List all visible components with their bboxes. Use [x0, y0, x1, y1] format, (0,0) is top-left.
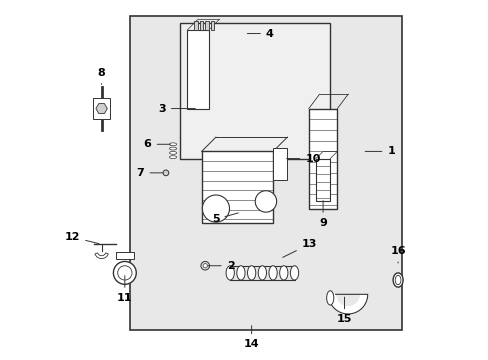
- Bar: [308, 109, 337, 208]
- Text: 10: 10: [286, 154, 320, 163]
- Ellipse shape: [169, 156, 176, 158]
- Ellipse shape: [394, 275, 400, 285]
- Circle shape: [118, 266, 132, 280]
- Wedge shape: [95, 253, 108, 258]
- Ellipse shape: [225, 266, 234, 280]
- Text: 15: 15: [336, 297, 351, 324]
- Text: 11: 11: [117, 276, 132, 303]
- Ellipse shape: [392, 273, 402, 287]
- Bar: [187, 30, 208, 109]
- Ellipse shape: [268, 266, 277, 280]
- Text: 8: 8: [98, 68, 105, 84]
- Bar: [205, 21, 208, 30]
- Circle shape: [163, 170, 168, 176]
- Bar: [194, 21, 198, 30]
- Bar: [180, 23, 329, 158]
- Circle shape: [203, 264, 207, 268]
- Text: 14: 14: [244, 326, 259, 349]
- Circle shape: [201, 261, 209, 270]
- Circle shape: [113, 261, 136, 284]
- Ellipse shape: [247, 266, 255, 280]
- Polygon shape: [328, 294, 367, 314]
- Ellipse shape: [258, 266, 266, 280]
- Bar: [93, 98, 110, 119]
- Bar: [201, 152, 272, 223]
- Bar: [116, 252, 134, 258]
- Ellipse shape: [169, 152, 176, 154]
- Text: 6: 6: [143, 139, 170, 149]
- Text: 3: 3: [158, 104, 195, 113]
- Bar: [210, 21, 214, 30]
- Ellipse shape: [169, 143, 176, 146]
- Text: 9: 9: [319, 201, 326, 228]
- Bar: [200, 21, 203, 30]
- Text: 16: 16: [389, 247, 405, 263]
- Circle shape: [255, 191, 276, 212]
- Ellipse shape: [326, 291, 333, 305]
- Text: 4: 4: [247, 28, 273, 39]
- Bar: [130, 16, 401, 330]
- Bar: [272, 148, 287, 180]
- Text: 7: 7: [137, 168, 163, 178]
- Bar: [315, 158, 329, 202]
- Text: 2: 2: [207, 261, 234, 271]
- Ellipse shape: [279, 266, 287, 280]
- Polygon shape: [96, 104, 107, 113]
- Ellipse shape: [236, 266, 244, 280]
- Text: 12: 12: [64, 232, 99, 244]
- Text: 13: 13: [282, 239, 316, 257]
- Ellipse shape: [169, 147, 176, 150]
- Ellipse shape: [290, 266, 298, 280]
- Text: 1: 1: [365, 147, 394, 157]
- Text: 5: 5: [211, 213, 238, 224]
- Circle shape: [202, 195, 229, 222]
